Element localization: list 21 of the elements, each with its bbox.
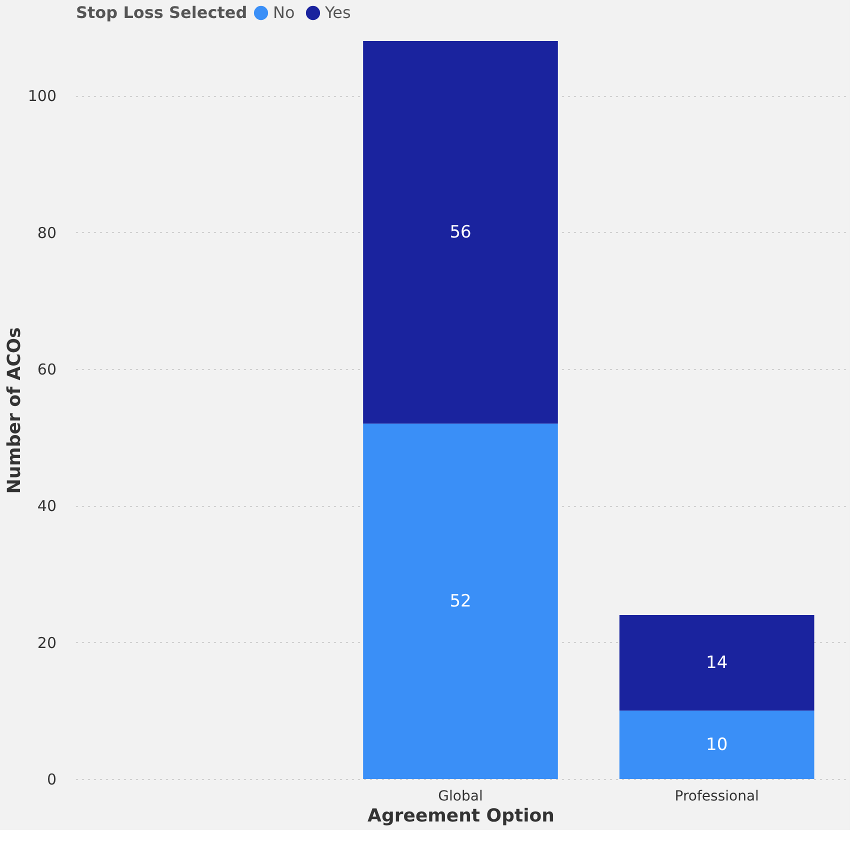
bar	[363, 41, 558, 424]
y-axis-title: Number of ACOs	[4, 327, 25, 494]
data-label: 10	[706, 734, 728, 755]
y-tick-label: 100	[28, 87, 56, 106]
legend-title: Stop Loss Selected	[76, 3, 248, 22]
bar	[619, 615, 814, 711]
bar	[363, 424, 558, 779]
y-tick-label: 60	[37, 360, 56, 378]
legend-label: No	[273, 3, 295, 22]
data-label: 52	[450, 591, 472, 612]
y-tick-label: 20	[37, 634, 56, 652]
x-tick-label: Global	[438, 788, 483, 804]
y-tick-label: 80	[37, 224, 56, 242]
data-label: 56	[450, 222, 472, 242]
x-axis-title: Agreement Option	[368, 806, 554, 826]
y-tick-label: 0	[46, 770, 56, 788]
data-label: 14	[706, 652, 728, 673]
bar	[619, 710, 814, 779]
y-tick-label: 40	[37, 497, 56, 516]
x-tick-label: Professional	[674, 788, 759, 804]
legend-label: Yes	[324, 3, 351, 22]
